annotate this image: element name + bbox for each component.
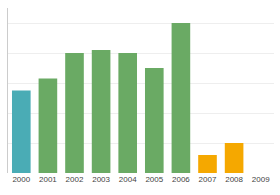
svg-text:2000: 2000 [12, 175, 30, 184]
svg-text:2008: 2008 [225, 175, 243, 184]
svg-text:2004: 2004 [119, 175, 137, 184]
svg-text:2006: 2006 [172, 175, 190, 184]
svg-text:2002: 2002 [66, 175, 84, 184]
svg-text:2007: 2007 [199, 175, 217, 184]
svg-text:2005: 2005 [145, 175, 163, 184]
svg-text:2001: 2001 [39, 175, 57, 184]
svg-text:2003: 2003 [92, 175, 110, 184]
svg-text:2009: 2009 [252, 175, 270, 184]
